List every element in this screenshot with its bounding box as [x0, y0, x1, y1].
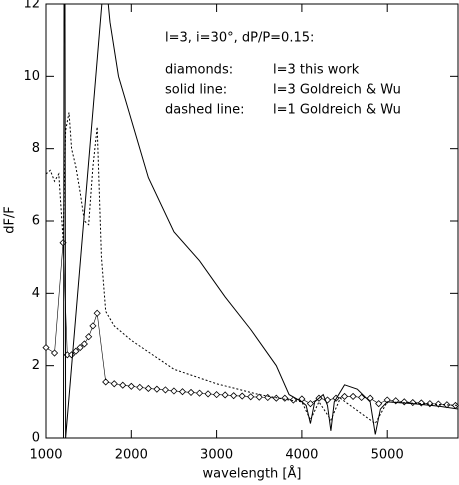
- dashed-line: [46, 112, 458, 425]
- diamond-marker: [178, 388, 187, 396]
- diamond-marker: [72, 347, 80, 355]
- annotation-key: dashed line:: [165, 103, 244, 118]
- x-tick-label: 5000: [371, 448, 404, 463]
- diamond-marker: [409, 398, 417, 407]
- diamond-marker: [119, 381, 127, 389]
- diamond-marker: [434, 400, 442, 408]
- diamond-marker: [400, 398, 408, 406]
- diamond-marker: [204, 390, 212, 398]
- diamond-marker: [306, 400, 314, 408]
- diamond-marker: [289, 396, 297, 404]
- diamond-marker: [230, 392, 238, 400]
- diamond-marker: [170, 387, 178, 395]
- annotation-desc: l=1 Goldreich & Wu: [273, 103, 401, 118]
- diamond-marker: [264, 393, 272, 402]
- annotation-desc: l=3 this work: [273, 63, 360, 78]
- plot-frame: [45, 3, 459, 439]
- diamond-marker: [358, 393, 366, 402]
- diamond-marker: [340, 392, 349, 400]
- y-tick-label: 12: [23, 0, 40, 12]
- diamond-marker: [272, 394, 280, 402]
- diamond-marker: [375, 400, 383, 408]
- solid-line: [62, 4, 458, 438]
- diamond-marker: [349, 392, 357, 400]
- diamond-marker: [221, 391, 229, 399]
- diamond-marker: [213, 391, 221, 399]
- x-axis-label: wavelength [Å]: [203, 466, 302, 482]
- diamond-marker: [187, 388, 195, 396]
- y-axis-label: dF/F: [3, 206, 18, 234]
- diamond-marker: [144, 384, 152, 393]
- diamond-marker: [136, 383, 144, 391]
- y-tick-label: 2: [32, 358, 40, 373]
- diamond-marker: [85, 333, 93, 341]
- diamond-marker: [42, 344, 50, 352]
- x-tick-label: 4000: [285, 448, 318, 463]
- diamond-marker: [255, 393, 263, 401]
- diamond-marker: [127, 382, 135, 390]
- annotation-key: solid line:: [165, 83, 227, 98]
- y-tick-label: 8: [32, 141, 40, 156]
- diamond-marker: [153, 385, 161, 393]
- diamond-marker: [102, 378, 110, 386]
- y-tick-label: 4: [32, 286, 40, 301]
- diamond-marker: [161, 386, 169, 394]
- diamond-marker: [238, 392, 246, 400]
- diamond-marker: [80, 340, 88, 348]
- diamond-marker: [50, 349, 59, 357]
- diamond-marker: [247, 393, 255, 401]
- x-tick-label: 2000: [115, 448, 148, 463]
- x-tick-label: 1000: [29, 448, 62, 463]
- y-tick-label: 10: [23, 69, 40, 84]
- diamond-marker: [110, 380, 118, 388]
- diamond-marker: [195, 389, 204, 397]
- annotation-key: diamonds:: [165, 63, 233, 78]
- diamond-marker: [281, 394, 289, 402]
- x-tick-label: 3000: [200, 448, 233, 463]
- y-tick-label: 6: [32, 214, 40, 229]
- y-tick-label: 0: [32, 431, 40, 446]
- annotation-title: l=3, i=30°, dP/P=0.15:: [165, 31, 314, 46]
- annotation-desc: l=3 Goldreich & Wu: [273, 83, 401, 98]
- diamond-marker: [89, 322, 97, 330]
- diamond-marker: [76, 344, 84, 352]
- diamond-marker: [93, 309, 101, 317]
